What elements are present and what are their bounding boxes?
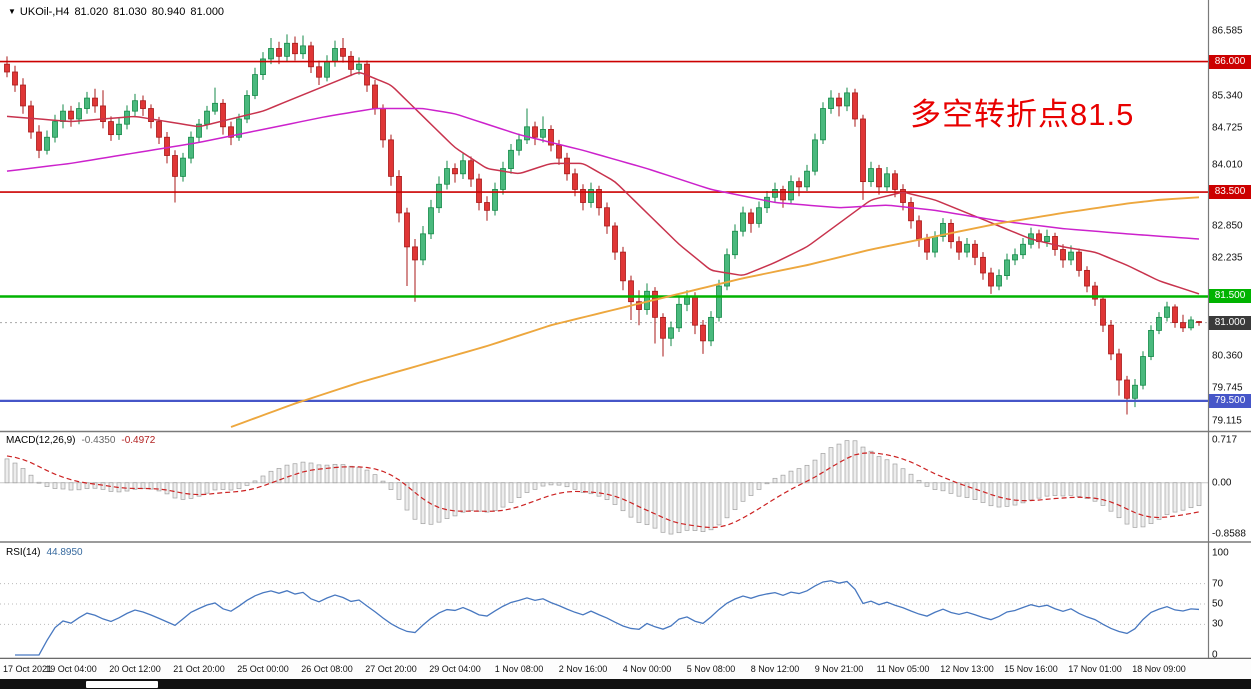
rsi-value: 44.8950: [46, 547, 83, 558]
time-axis-label: 9 Nov 21:00: [814, 664, 864, 674]
price-axis-label: 82.850: [1212, 220, 1243, 232]
time-axis-label: 11 Nov 05:00: [876, 664, 930, 674]
rsi-panel: [0, 580, 1208, 656]
price-badge-83.500: 83.500: [1209, 185, 1251, 200]
price-axis-label: 84.010: [1212, 159, 1243, 171]
time-axis-label: 19 Oct 04:00: [45, 664, 97, 674]
ohlc-high: 81.030: [113, 6, 147, 18]
rsi-indicator-label: RSI(14) 44.8950: [6, 547, 89, 558]
price-axis-label: 82.235: [1212, 252, 1243, 264]
time-axis-label: 15 Nov 16:00: [1004, 664, 1058, 674]
time-axis-label: 26 Oct 08:00: [301, 664, 353, 674]
price-axis-label: 79.115: [1212, 415, 1242, 427]
macd-panel: [0, 440, 1208, 535]
price-badge-86.000: 86.000: [1209, 54, 1251, 69]
price-axis-label: 84.725: [1212, 122, 1243, 134]
time-axis-label: 8 Nov 12:00: [750, 664, 800, 674]
macd-indicator-label: MACD(12,26,9) -0.4350 -0.4972: [6, 435, 161, 446]
macd-value-signal: -0.4972: [121, 435, 156, 446]
price-badge-81.500: 81.500: [1209, 289, 1251, 304]
rsi-axis-label: 70: [1212, 578, 1224, 590]
ohlc-open: 81.020: [74, 6, 109, 18]
macd-histogram: [4, 440, 1202, 535]
ma-fast-red: [6, 72, 1200, 295]
rsi-axis-label: 100: [1212, 547, 1229, 559]
time-axis-label: 29 Oct 04:00: [429, 664, 481, 674]
time-axis-label: 4 Nov 00:00: [622, 664, 672, 674]
macd-axis-label: 0.00: [1212, 477, 1232, 489]
price-badge-81.000: 81.000: [1209, 315, 1251, 330]
ohlc-low: 80.940: [151, 6, 186, 18]
rsi-name: RSI(14): [6, 547, 41, 558]
time-axis-label: 2 Nov 16:00: [558, 664, 608, 674]
macd-name: MACD(12,26,9): [6, 435, 76, 446]
chart-header: ▼ UKOil-,H4 81.020 81.030 80.940 81.000: [8, 6, 229, 18]
rsi-line: [15, 580, 1200, 656]
main-price-panel: [0, 34, 1208, 428]
ohlc-close: 81.000: [190, 6, 225, 18]
ma-medium-magenta: [6, 107, 1200, 240]
ma-slow-orange: [230, 196, 1200, 428]
price-badge-79.500: 79.500: [1209, 393, 1251, 408]
macd-axis-label: 0.717: [1212, 434, 1238, 446]
rsi-axis-label: 50: [1212, 598, 1224, 610]
candles-group: [4, 34, 1202, 415]
time-axis-label: 17 Oct 2021: [3, 664, 53, 674]
price-axis-label: 80.360: [1212, 350, 1243, 362]
taskbar: [0, 679, 1251, 689]
rsi-axis-label: 30: [1212, 618, 1224, 630]
taskbar-button[interactable]: [86, 681, 158, 688]
time-axis-label: 1 Nov 08:00: [494, 664, 544, 674]
price-axis-label: 85.340: [1212, 90, 1243, 102]
time-axis-label: 20 Oct 12:00: [109, 664, 161, 674]
chart-quick-menu-icon[interactable]: ▼: [8, 7, 16, 16]
annotation-text[interactable]: 多空转折点81.5: [910, 97, 1135, 132]
time-axis-label: 5 Nov 08:00: [686, 664, 736, 674]
time-axis-label: 17 Nov 01:00: [1068, 664, 1122, 674]
macd-value-main: -0.4350: [81, 435, 116, 446]
rsi-axis-label: 0: [1212, 649, 1218, 661]
time-axis-label: 25 Oct 00:00: [237, 664, 289, 674]
time-axis[interactable]: 17 Oct 2021 19 Oct 04:00 20 Oct 12:00 21 Oc…: [0, 659, 1251, 679]
macd-signal-line: [6, 452, 1200, 529]
price-axis-label: 86.585: [1212, 25, 1243, 37]
time-axis-label: 27 Oct 20:00: [365, 664, 417, 674]
time-axis-label: 21 Oct 20:00: [173, 664, 225, 674]
time-axis-label: 12 Nov 13:00: [940, 664, 994, 674]
time-axis-label: 18 Nov 09:00: [1132, 664, 1186, 674]
macd-axis-label: -0.8588: [1212, 528, 1246, 540]
price-axis-label: 79.745: [1212, 382, 1243, 394]
chart-symbol-period: UKOil-,H4: [19, 6, 70, 18]
